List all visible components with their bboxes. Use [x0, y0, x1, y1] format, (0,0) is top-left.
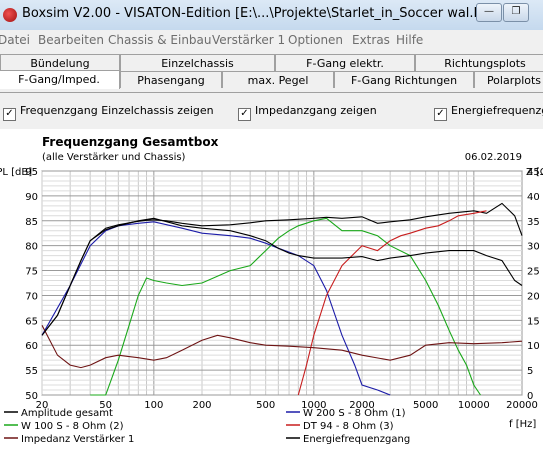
tab-f-gang-elektr[interactable]: F-Gang elektr.	[275, 54, 415, 71]
y-tick-label: 55	[25, 366, 38, 377]
y-tick-label: 60	[25, 341, 38, 352]
series-line-6	[41, 217, 523, 336]
title-bar: Boxsim V2.00 - VISATON-Edition [E:\...\P…	[0, 0, 543, 31]
app-icon	[3, 8, 17, 22]
series-line-1	[41, 202, 523, 336]
y-tick-label: 70	[25, 291, 38, 302]
x-tick-label: 50	[99, 400, 112, 411]
menu-bar: Datei Bearbeiten Chassis & Einbau Verstä…	[0, 30, 543, 50]
checkbox-einzelchassis[interactable]: ✓ Frequenzgang Einzelchassis zeigen	[3, 104, 214, 121]
series-line-3	[90, 217, 481, 396]
menu-chassis-einbau[interactable]: Chassis & Einbau	[108, 33, 212, 47]
y-tick-label: 90	[25, 192, 38, 203]
menu-optionen[interactable]: Optionen	[288, 33, 344, 47]
checkbox-impedanz[interactable]: ✓ Impedanzgang zeigen	[238, 104, 377, 121]
x-tick-label: 100	[144, 400, 163, 411]
checkbox-impedanz-box[interactable]: ✓	[238, 108, 251, 121]
plot-area	[41, 170, 523, 396]
series-line-4	[297, 210, 487, 396]
y2-tick-label: 45	[527, 167, 540, 178]
chart-grid	[41, 170, 523, 396]
tab-buendelung[interactable]: Bündelung	[0, 54, 120, 71]
legend-label: Impedanz Verstärker 1	[21, 434, 134, 445]
legend-label: W 200 S - 8 Ohm (1)	[303, 408, 406, 419]
checkbox-energie[interactable]: ✓ Energiefrequenzgang	[434, 104, 543, 121]
menu-bearbeiten[interactable]: Bearbeiten	[38, 33, 104, 47]
menu-hilfe[interactable]: Hilfe	[396, 33, 424, 47]
y-tick-label: 80	[25, 242, 38, 253]
menu-verstaerker[interactable]: Verstärker 1	[212, 33, 286, 47]
chart-title: Frequenzgang Gesamtbox	[42, 135, 219, 149]
menu-datei[interactable]: Datei	[0, 33, 31, 47]
x-axis-label: f [Hz]	[509, 419, 536, 430]
maximize-button[interactable]: ❐	[503, 3, 529, 22]
y2-tick-label: 40	[527, 192, 540, 203]
tab-strip: Bündelung Einzelchassis F-Gang elektr. R…	[0, 50, 543, 92]
y2-tick-label: 35	[527, 217, 540, 228]
y-axis-label: SPL [dB]	[0, 167, 32, 178]
checkbox-einzelchassis-box[interactable]: ✓	[3, 108, 16, 121]
legend-label: Amplitude gesamt	[21, 408, 113, 419]
legend-label: W 100 S - 8 Ohm (2)	[21, 421, 124, 432]
x-tick-label: 200	[192, 400, 211, 411]
y-tick-label: 50	[25, 391, 38, 402]
chart-ticks: 20 50 100 200 500 1000 2000 5000 10000 2000050556…	[25, 167, 539, 411]
chart-legend: Amplitude gesamt W 200 S - 8 Ohm (1) W 100…	[4, 408, 410, 445]
y2-tick-label: 25	[527, 267, 540, 278]
x-tick-label: 1000	[301, 400, 326, 411]
x-tick-label: 10000	[458, 400, 490, 411]
y2-tick-label: 0	[527, 391, 533, 402]
legend-label: Energiefrequenzgang	[303, 434, 410, 445]
chart-subtitle: (alle Verstärker und Chassis)	[42, 152, 186, 163]
x-tick-label: 20	[36, 400, 49, 411]
series-line-2	[41, 221, 391, 396]
window-title: Boxsim V2.00 - VISATON-Edition [E:\...\P…	[22, 6, 500, 21]
x-tick-label: 2000	[349, 400, 374, 411]
y2-axis-label: Z [Ω]	[526, 167, 543, 178]
y2-tick-label: 15	[527, 316, 540, 327]
x-tick-label: 500	[256, 400, 275, 411]
tab-richtungsplots[interactable]: Richtungsplots	[415, 54, 543, 71]
minimize-button[interactable]: —	[476, 3, 502, 22]
y-tick-label: 65	[25, 316, 38, 327]
tab-polarplots[interactable]: Polarplots	[474, 71, 543, 88]
chart-date: 06.02.2019	[465, 152, 522, 163]
frequency-response-chart: Frequenzgang Gesamtbox (alle Verstärker …	[0, 135, 543, 445]
checkbox-energie-box[interactable]: ✓	[434, 108, 447, 121]
legend-label: DT 94 - 8 Ohm (3)	[303, 421, 394, 432]
tab-content: ✓ Frequenzgang Einzelchassis zeigen ✓ Impe…	[0, 92, 543, 456]
chart-panel: Frequenzgang Gesamtbox (alle Verstärker …	[0, 129, 543, 456]
chart-lines	[41, 202, 523, 396]
checkbox-energie-label: Energiefrequenzgang	[451, 104, 543, 117]
y2-tick-label: 20	[527, 291, 540, 302]
checkbox-impedanz-label: Impedanzgang zeigen	[255, 104, 377, 117]
y2-tick-label: 30	[527, 242, 540, 253]
menu-extras[interactable]: Extras	[352, 33, 390, 47]
x-tick-label: 5000	[413, 400, 438, 411]
tab-phasengang[interactable]: Phasengang	[120, 71, 222, 88]
tab-max-pegel[interactable]: max. Pegel	[222, 71, 334, 88]
tab-f-gang-richtungen[interactable]: F-Gang Richtungen	[334, 71, 474, 88]
y-tick-label: 85	[25, 217, 38, 228]
tab-f-gang-imped[interactable]: F-Gang/Imped.	[0, 70, 120, 89]
y2-tick-label: 5	[527, 366, 533, 377]
x-tick-label: 20000	[506, 400, 538, 411]
y-tick-label: 75	[25, 267, 38, 278]
y-tick-label: 95	[25, 167, 38, 178]
tab-einzelchassis[interactable]: Einzelchassis	[120, 54, 275, 71]
series-line-5	[41, 325, 523, 369]
y2-tick-label: 10	[527, 341, 540, 352]
checkbox-einzelchassis-label: Frequenzgang Einzelchassis zeigen	[20, 104, 214, 117]
